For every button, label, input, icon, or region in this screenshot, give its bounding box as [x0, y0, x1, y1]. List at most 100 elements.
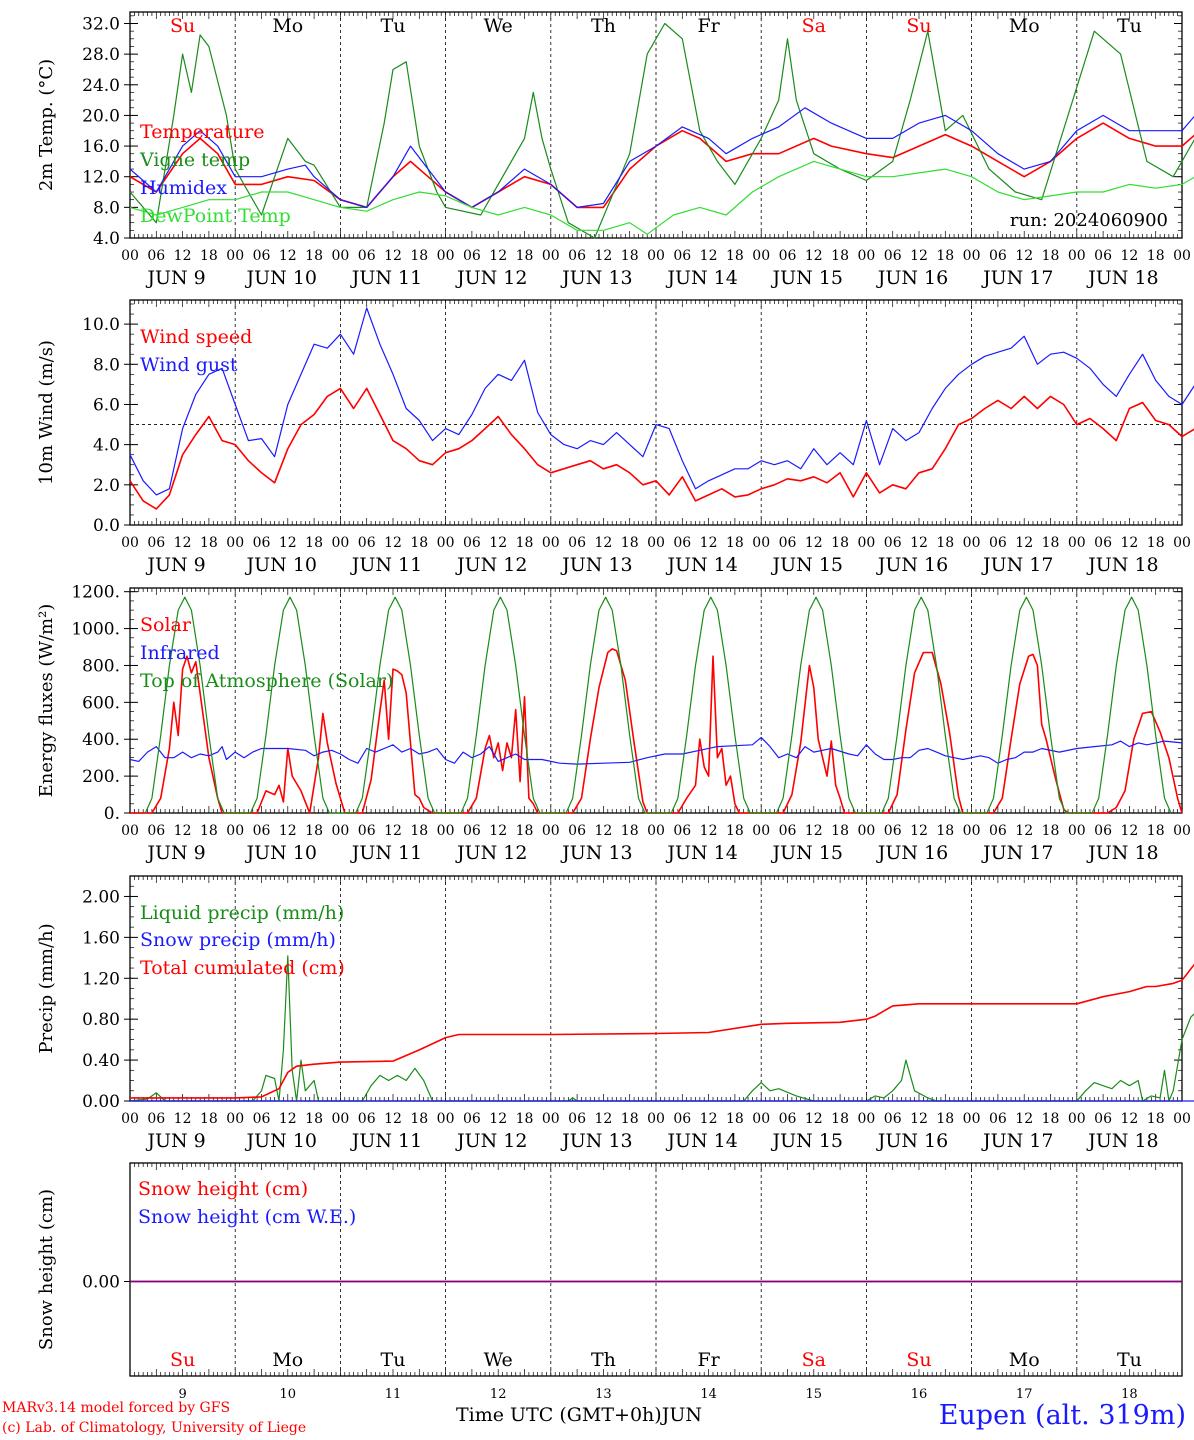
hour-tick-label: 12 — [1015, 535, 1033, 551]
weekday-label: Su — [906, 1349, 931, 1371]
y-tick-label: 4.0 — [93, 436, 120, 456]
hour-tick-label: 18 — [726, 535, 744, 551]
hour-tick-label: 18 — [1042, 1111, 1060, 1127]
hour-tick-label: 06 — [1094, 535, 1112, 551]
y-axis-label: 10m Wind (m/s) — [36, 340, 57, 485]
hour-tick-label: 06 — [884, 248, 902, 264]
hour-tick-label: 18 — [410, 1111, 428, 1127]
date-label: JUN 16 — [876, 554, 948, 576]
hour-tick-label: 12 — [279, 823, 297, 839]
legend-entry: Snow height (cm W.E.) — [138, 1206, 356, 1228]
y-tick-label: 2.0 — [93, 476, 120, 496]
hour-tick-label: 12 — [279, 248, 297, 264]
hour-tick-label: 06 — [884, 1111, 902, 1127]
date-label: JUN 10 — [245, 554, 317, 576]
hour-tick-label: 12 — [174, 535, 192, 551]
hour-tick-label: 06 — [673, 823, 691, 839]
hour-tick-label: 00 — [331, 823, 349, 839]
hour-tick-label: 00 — [963, 1111, 981, 1127]
hour-tick-label: 12 — [910, 1111, 928, 1127]
date-label: JUN 10 — [245, 1130, 317, 1152]
y-axis-label: Precip (mm/h) — [36, 923, 57, 1053]
hour-tick-label: 06 — [463, 248, 481, 264]
day-number-label: 11 — [385, 1387, 402, 1402]
hour-tick-label: 00 — [647, 1111, 665, 1127]
hour-tick-label: 18 — [621, 1111, 639, 1127]
date-label: JUN 15 — [771, 1130, 843, 1152]
y-tick-label: 1000. — [71, 620, 120, 640]
hour-tick-label: 06 — [673, 248, 691, 264]
y-tick-label: 600. — [82, 693, 120, 713]
date-label: JUN 12 — [455, 554, 527, 576]
hour-tick-label: 00 — [963, 248, 981, 264]
date-label: JUN 11 — [350, 842, 422, 864]
hour-tick-label: 00 — [226, 823, 244, 839]
hour-tick-label: 12 — [910, 248, 928, 264]
y-tick-label: 0.0 — [93, 516, 120, 536]
date-label: JUN 12 — [455, 1130, 527, 1152]
hour-tick-label: 00 — [1068, 248, 1086, 264]
date-label: JUN 15 — [771, 842, 843, 864]
hour-tick-label: 18 — [200, 535, 218, 551]
hour-tick-label: 06 — [463, 1111, 481, 1127]
hour-tick-label: 18 — [516, 823, 534, 839]
date-label: JUN 16 — [876, 842, 948, 864]
hour-tick-label: 18 — [621, 823, 639, 839]
y-tick-label: 0.40 — [82, 1051, 120, 1071]
weekday-label: Mo — [272, 15, 303, 37]
hour-tick-label: 06 — [884, 823, 902, 839]
hour-tick-label: 00 — [121, 823, 139, 839]
hour-tick-label: 12 — [805, 248, 823, 264]
date-label: JUN 16 — [876, 1130, 948, 1152]
day-number-label: 13 — [595, 1387, 612, 1402]
date-label: JUN 18 — [1086, 267, 1158, 289]
date-label: JUN 13 — [560, 554, 632, 576]
y-tick-label: 1.20 — [82, 969, 120, 989]
hour-tick-label: 18 — [1147, 535, 1165, 551]
y-tick-label: 400. — [82, 730, 120, 750]
run-annotation: run: 2024060900 — [1010, 210, 1168, 231]
date-label: JUN 9 — [145, 1130, 205, 1152]
y-tick-label: 8.0 — [93, 355, 120, 375]
hour-tick-label: 18 — [621, 248, 639, 264]
hour-tick-label: 18 — [1147, 248, 1165, 264]
hour-tick-label: 06 — [884, 535, 902, 551]
legend-entry: Top of Atmosphere (Solar) — [140, 670, 393, 692]
date-label: JUN 11 — [350, 554, 422, 576]
hour-tick-label: 12 — [700, 823, 718, 839]
hour-tick-label: 12 — [384, 823, 402, 839]
y-tick-label: 16.0 — [82, 137, 120, 157]
hour-tick-label: 18 — [410, 823, 428, 839]
weekday-label: Fr — [697, 15, 720, 37]
series-line — [129, 22, 1194, 239]
date-label: JUN 13 — [560, 267, 632, 289]
weekday-label: We — [484, 1349, 513, 1371]
series-line — [129, 107, 1194, 208]
hour-tick-label: 00 — [226, 248, 244, 264]
legend-entry: Humidex — [140, 177, 227, 199]
hour-tick-label: 06 — [779, 823, 797, 839]
weekday-label: Su — [170, 1349, 195, 1371]
y-tick-label: 28.0 — [82, 45, 120, 65]
y-tick-label: 0.00 — [82, 1273, 120, 1293]
date-label: JUN 14 — [665, 554, 737, 576]
hour-tick-label: 18 — [936, 248, 954, 264]
hour-tick-label: 06 — [989, 823, 1007, 839]
hour-tick-label: 12 — [279, 535, 297, 551]
hour-tick-label: 18 — [305, 248, 323, 264]
hour-tick-label: 06 — [358, 535, 376, 551]
date-label: JUN 9 — [145, 554, 205, 576]
weekday-label: Th — [591, 1349, 616, 1371]
series-line — [129, 307, 1194, 496]
hour-tick-label: 00 — [752, 823, 770, 839]
hour-tick-label: 00 — [1173, 1111, 1191, 1127]
hour-tick-label: 06 — [358, 823, 376, 839]
hour-tick-label: 18 — [936, 535, 954, 551]
hour-tick-label: 06 — [463, 535, 481, 551]
hour-tick-label: 06 — [147, 248, 165, 264]
date-label: JUN 10 — [245, 267, 317, 289]
hour-tick-label: 18 — [1042, 535, 1060, 551]
hour-tick-label: 18 — [200, 1111, 218, 1127]
y-tick-label: 32.0 — [82, 14, 120, 34]
